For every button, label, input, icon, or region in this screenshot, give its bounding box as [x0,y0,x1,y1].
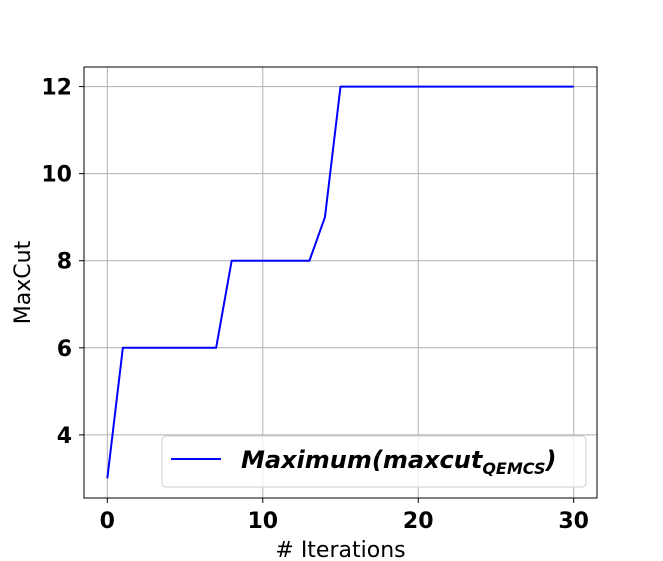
x-axis-label: # Iterations [275,538,405,561]
x-tick-label: 0 [100,509,115,534]
y-tick-label: 10 [41,163,72,188]
x-tick-label: 20 [403,509,434,534]
series-layer [106,85,574,479]
plot-frame [83,66,598,499]
legend-box [161,435,587,488]
x-tick-label: 30 [558,509,589,534]
series-line [106,85,574,479]
legend-label-main: Maximum(maxcut [241,446,484,474]
y-tick-label: 8 [57,250,72,275]
y-tick-label: 12 [41,76,72,101]
y-tick-label: 4 [57,424,72,449]
x-tick-label: 10 [247,509,278,534]
legend: Maximum(maxcutQEMCS) [161,435,587,488]
y-tick-label: 6 [57,337,72,362]
grid-lines [84,67,597,498]
y-axis-label: MaxCut [11,240,36,324]
legend-label-subscript: QEMCS [482,459,545,478]
legend-label: Maximum(maxcutQEMCS) [241,446,556,478]
ticks: 0 10 20 30 4 6 8 10 12 [41,76,589,534]
legend-label-suffix: ) [544,446,556,474]
